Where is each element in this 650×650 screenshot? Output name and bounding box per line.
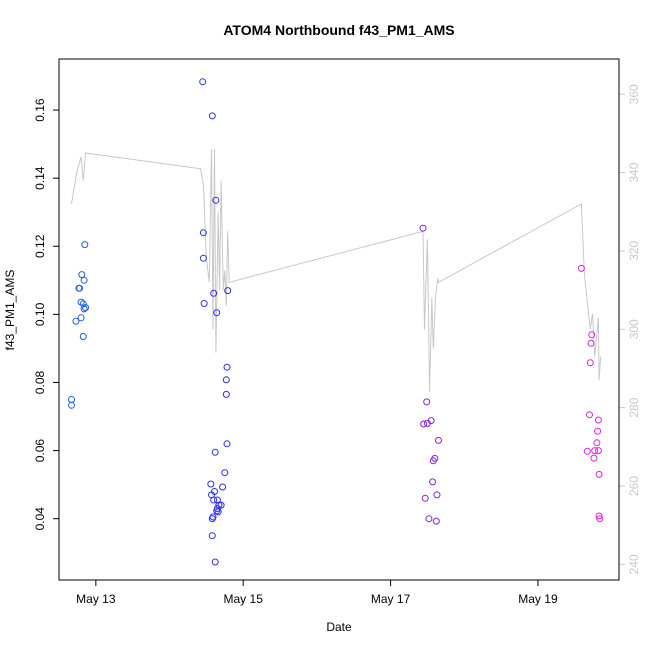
data-point [421,494,429,502]
y-tick-label: 0.14 [33,166,47,190]
data-point [429,478,437,486]
y-tick-label: 0.06 [33,439,47,463]
data-point [221,469,229,477]
data-point [77,314,85,322]
data-point [593,439,601,447]
data-point [199,254,207,262]
data-point [76,284,84,292]
data-point [425,515,433,523]
data-point [81,241,89,249]
data-point [586,411,593,419]
data-point [420,420,428,428]
data-point [577,264,585,272]
y-tick-label: 0.12 [33,234,47,258]
data-point [427,417,435,425]
data-point [590,454,598,462]
data-point [200,300,208,307]
data-point [207,480,215,488]
data-point [591,447,599,455]
data-point [223,440,231,448]
data-point [208,112,216,120]
secondary-trace-line [71,149,602,393]
data-point [209,513,217,521]
x-axis-label: Date [326,620,352,634]
data-point [213,309,221,317]
data-point [211,488,218,495]
chart-title: ATOM4 Northbound f43_PM1_AMS [223,22,454,38]
data-point [208,532,216,540]
y2-tick-label: 280 [627,397,641,417]
data-points-layer [68,78,604,566]
data-point [82,304,89,312]
x-tick-label: May 13 [76,592,116,606]
data-point [595,470,603,478]
y2-tick-label: 300 [627,319,641,339]
y-tick-label: 0.08 [33,370,47,394]
data-point [68,396,75,403]
data-point [419,224,427,232]
data-point [214,508,222,516]
secondary-trace-layer [71,149,602,393]
data-point [588,331,596,339]
data-point [594,416,602,424]
data-point [79,300,87,308]
data-point [80,305,88,313]
x-tick-label: May 17 [371,592,411,606]
y-tick-label: 0.10 [33,302,47,326]
data-point [210,289,218,297]
y2-tick-label: 360 [627,84,641,104]
data-point [223,363,231,371]
y-tick-label: 0.16 [33,98,47,122]
data-point [211,558,219,566]
data-point [594,427,602,435]
data-point [435,436,442,444]
y2-tick-label: 320 [627,241,641,261]
data-point [595,512,603,520]
axes-layer: May 13 May 15 May 17 May 19 0.04 0.06 0.08 0.10… [33,84,641,606]
data-point [217,501,225,509]
data-point [222,390,230,398]
y2-tick-label: 240 [627,554,641,574]
data-point [213,496,221,504]
data-point [431,454,439,462]
data-point [77,298,85,306]
data-point [80,276,88,284]
data-point [210,496,218,504]
data-point [79,333,87,340]
x-tick-label: May 19 [518,592,558,606]
data-point [215,501,223,509]
data-point [587,339,595,347]
y2-tick-label: 260 [627,476,641,496]
data-point [224,287,232,295]
data-point [594,447,602,455]
data-point [586,359,594,367]
data-point [219,483,227,491]
data-point [222,376,230,384]
y-tick-label: 0.04 [33,507,47,531]
y2-tick-label: 340 [627,162,641,182]
y-axis-label: f43_PM1_AMS [3,270,17,351]
data-point [432,517,440,525]
data-point [423,398,431,406]
data-point [212,196,220,204]
data-point [68,401,75,409]
data-point [199,78,207,86]
x-tick-label: May 15 [224,592,264,606]
data-point [596,515,604,523]
data-point [583,447,591,455]
data-point [78,271,86,279]
data-point [211,448,219,456]
data-point [199,229,207,237]
data-point [433,491,441,499]
plot-frame [58,58,620,581]
data-point [72,317,80,325]
